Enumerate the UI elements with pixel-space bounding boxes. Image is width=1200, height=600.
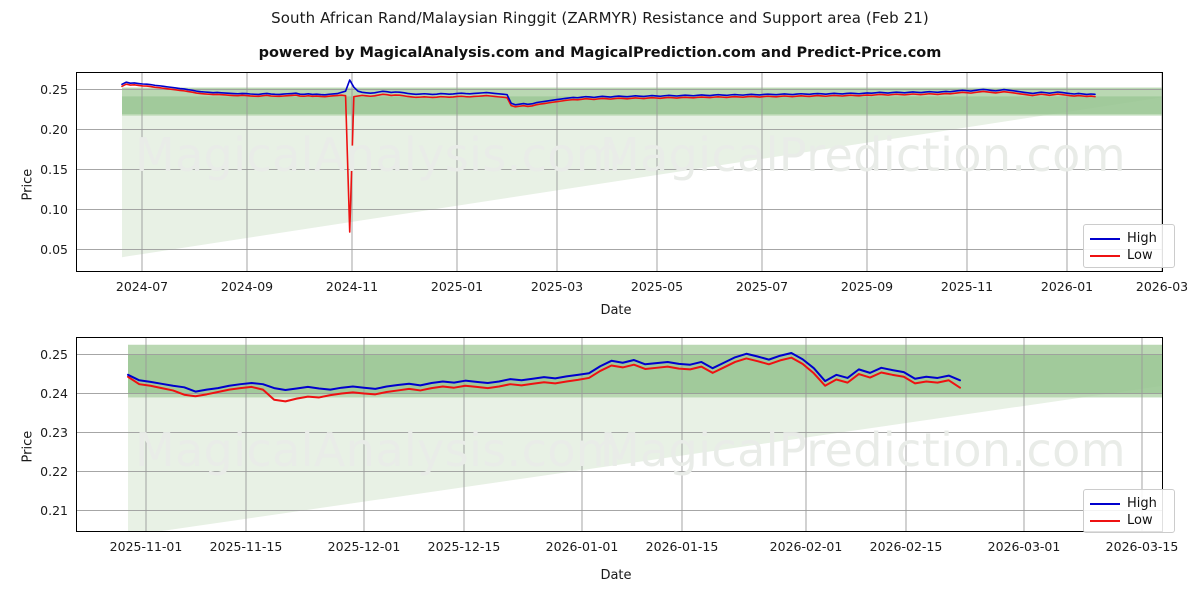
y-tick-label: 0.25: [40, 81, 68, 97]
x-tick-label: 2024-09: [220, 279, 274, 294]
legend-line-swatch: [1090, 519, 1120, 522]
top-chart-ylabel: Price: [20, 168, 36, 201]
series-line-low: [121, 83, 1096, 233]
legend-item-high[interactable]: High: [1090, 230, 1166, 247]
legend-line-swatch: [1090, 237, 1120, 240]
page-title: South African Rand/Malaysian Ringgit (ZA…: [271, 9, 929, 27]
x-tick-label: 2025-12-15: [427, 539, 501, 554]
x-tick-label: 2026-02-15: [869, 539, 943, 554]
legend-item-low[interactable]: Low: [1090, 247, 1166, 264]
legend-label: High: [1127, 231, 1157, 246]
x-tick-label: 2026-03-15: [1105, 539, 1179, 554]
series-line-high: [127, 351, 961, 393]
y-tick-label: 0.24: [40, 385, 68, 401]
legend-label: Low: [1127, 248, 1153, 263]
y-tick-label: 0.23: [40, 424, 68, 440]
x-tick-label: 2026-02-01: [769, 539, 843, 554]
legend-label: Low: [1127, 513, 1153, 528]
resistance-support-inner-band: [128, 354, 1163, 394]
x-tick-label: 2025-11-01: [109, 539, 183, 554]
top-chart-xlabel: Date: [600, 303, 632, 318]
legend-line-swatch: [1090, 502, 1120, 505]
gridlines: [76, 337, 1163, 532]
series-line-high: [121, 79, 1096, 106]
bottom-chart-ylabel: Price: [20, 430, 36, 463]
y-tick-label: 0.22: [40, 463, 68, 479]
page-subtitle: powered by MagicalAnalysis.com and Magic…: [258, 45, 942, 61]
x-tick-label: 2025-01: [430, 279, 484, 294]
x-tick-label: 2026-03: [1135, 279, 1189, 294]
x-tick-label: 2024-07: [115, 279, 169, 294]
y-tick-label: 0.25: [40, 346, 68, 362]
x-tick-label: 2025-03: [530, 279, 584, 294]
x-tick-label: 2026-03-01: [987, 539, 1061, 554]
legend-item-low[interactable]: Low: [1090, 512, 1166, 529]
legend-item-high[interactable]: High: [1090, 495, 1166, 512]
resistance-support-inner-band: [122, 96, 1163, 114]
x-tick-label: 2025-11: [940, 279, 994, 294]
x-tick-label: 2025-07: [735, 279, 789, 294]
legend-line-swatch: [1090, 254, 1120, 257]
x-tick-label: 2025-05: [630, 279, 684, 294]
y-tick-label: 0.21: [40, 502, 68, 518]
series-line-low: [127, 356, 961, 403]
bottom-chart-plot: [76, 337, 1163, 532]
x-tick-label: 2025-12-01: [327, 539, 401, 554]
x-tick-label: 2025-09: [840, 279, 894, 294]
x-tick-label: 2026-01-01: [545, 539, 619, 554]
y-tick-label: 0.05: [40, 241, 68, 257]
top-chart-plot: [76, 72, 1163, 272]
y-tick-label: 0.20: [40, 121, 68, 137]
legend-label: High: [1127, 496, 1157, 511]
y-tick-label: 0.15: [40, 161, 68, 177]
x-tick-label: 2024-11: [325, 279, 379, 294]
bottom-chart-legend[interactable]: High Low: [1083, 489, 1175, 533]
x-tick-label: 2026-01: [1040, 279, 1094, 294]
top-chart-panel: [76, 72, 1163, 272]
bottom-chart-panel: [76, 337, 1163, 532]
y-tick-label: 0.10: [40, 201, 68, 217]
top-chart-legend[interactable]: High Low: [1083, 224, 1175, 268]
x-tick-label: 2026-01-15: [645, 539, 719, 554]
x-tick-label: 2025-11-15: [209, 539, 283, 554]
bottom-chart-xlabel: Date: [600, 568, 632, 583]
